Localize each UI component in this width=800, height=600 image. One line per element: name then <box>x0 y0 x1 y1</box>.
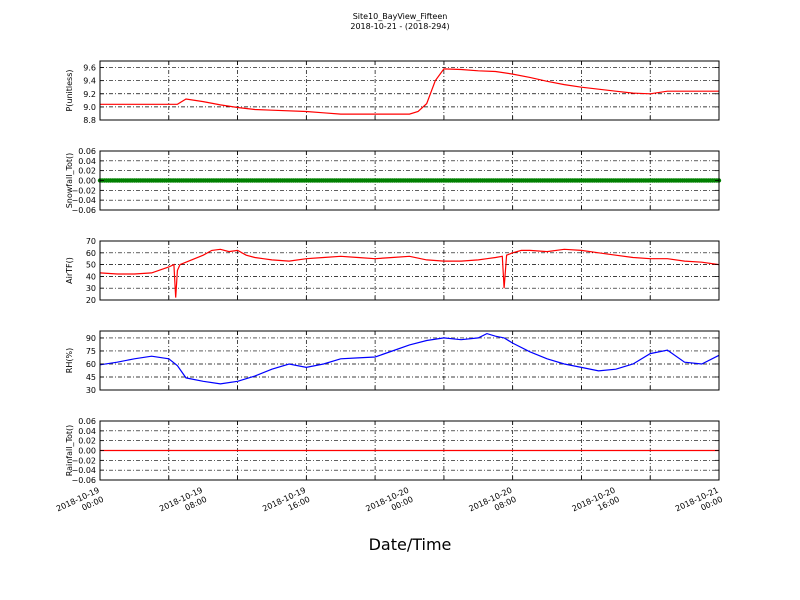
y-tick-label: 60 <box>86 360 96 369</box>
y-tick-label: 9.4 <box>83 77 96 86</box>
y-tick-label: 75 <box>86 347 96 356</box>
plot-frame <box>99 330 720 391</box>
y-tick-label: 0.06 <box>78 417 96 426</box>
series-line <box>99 248 720 298</box>
y-axis-label: AirTF() <box>65 257 74 284</box>
y-tick-label: 20 <box>86 296 96 305</box>
y-axis-label: P(unitless) <box>65 69 74 111</box>
series-line <box>99 332 720 385</box>
x-tick-label: 2018-10-1916:00 <box>261 486 311 523</box>
y-tick-label: −0.04 <box>71 466 96 475</box>
y-tick-label: 9.2 <box>83 90 96 99</box>
y-tick-label: 9.0 <box>83 103 96 112</box>
chart-subtitle: 2018-10-21 - (2018-294) <box>350 22 449 31</box>
y-tick-label: 0.04 <box>78 157 96 166</box>
y-tick-label: 30 <box>86 284 96 293</box>
y-tick-label: 60 <box>86 249 96 258</box>
y-axis-label: Rainfall_Tot() <box>65 425 74 477</box>
plot-frame <box>99 60 720 121</box>
y-tick-label: 0.06 <box>78 147 96 156</box>
y-tick-label: 0.00 <box>78 177 96 186</box>
y-tick-label: 30 <box>86 386 96 395</box>
y-axis-label: Snowfall_Tot() <box>65 153 74 209</box>
y-tick-label: 0.00 <box>78 447 96 456</box>
y-tick-label: 50 <box>86 261 96 270</box>
panel-4: 30 45 60 75 90 RH(%) <box>65 330 720 395</box>
plot-frame <box>99 240 720 301</box>
panel-3: 20 30 40 50 60 70 AirTF() <box>65 237 720 305</box>
x-tick-label: 2018-10-1900:00 <box>55 486 105 523</box>
y-tick-label: 0.02 <box>78 167 96 176</box>
y-tick-label: 45 <box>86 373 96 382</box>
x-tick-label: 2018-10-2000:00 <box>364 486 414 523</box>
x-tick-label: 2018-10-2008:00 <box>468 486 518 523</box>
y-tick-label: −0.02 <box>71 186 96 195</box>
y-tick-label: 9.6 <box>83 64 96 73</box>
y-tick-label: −0.02 <box>71 456 96 465</box>
y-tick-label: 40 <box>86 272 96 281</box>
y-axis-label: RH(%) <box>65 348 74 373</box>
panel-1: 8.8 9.0 9.2 9.4 9.6 P(unitless) <box>65 60 720 125</box>
y-tick-label: −0.04 <box>71 196 96 205</box>
x-axis-label: Date/Time <box>369 535 452 554</box>
x-tick-label: 2018-10-2016:00 <box>571 486 621 523</box>
x-tick-label: 2018-10-2100:00 <box>674 486 724 523</box>
y-tick-label: 70 <box>86 237 96 246</box>
y-tick-label: −0.06 <box>71 206 96 215</box>
panels-group: 8.89.09.29.49.6P(unitless)−0.06−0.04−0.0… <box>65 60 722 485</box>
panel-2: −0.06−0.04−0.020.000.020.040.06 Snowfall_… <box>65 147 722 215</box>
y-tick-label: 0.04 <box>78 427 96 436</box>
y-tick-label: −0.06 <box>71 476 96 485</box>
x-tick-label: 2018-10-1908:00 <box>158 486 208 523</box>
y-tick-label: 8.8 <box>83 116 96 125</box>
x-axis-tick-labels: 2018-10-1900:00 2018-10-1908:00 2018-10-19… <box>55 486 724 523</box>
y-tick-label: 0.02 <box>78 437 96 446</box>
panel-5: −0.06−0.04−0.020.000.020.040.06 Rainfall_… <box>65 417 720 485</box>
y-tick-label: 90 <box>86 334 96 343</box>
chart-title: Site10_BayView_Fifteen <box>353 12 448 21</box>
series-line <box>100 68 719 115</box>
